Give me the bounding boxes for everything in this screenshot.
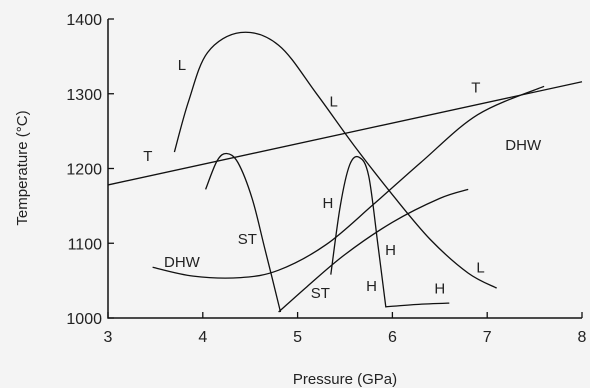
x-tick-label: 7 <box>483 329 492 346</box>
curve-label-t: T <box>471 79 480 96</box>
curve-label-t: T <box>143 148 152 165</box>
curve-h <box>330 155 450 308</box>
curve-label-l: L <box>329 93 337 110</box>
curve-label-h: H <box>366 278 377 295</box>
x-tick-label: 8 <box>578 329 587 346</box>
chart-curve-labels: T T L L L DHW DHW ST ST H H H H <box>143 57 542 302</box>
x-tick-label: 6 <box>388 329 397 346</box>
y-axis-label: Temperature (°C) <box>14 110 31 225</box>
curve-label-dhw: DHW <box>505 137 542 154</box>
curve-label-st: ST <box>311 285 330 302</box>
curve-label-h: H <box>323 195 334 212</box>
y-tick-label: 1300 <box>66 87 102 104</box>
x-tick-label: 4 <box>198 329 207 346</box>
chart-curves <box>107 31 583 313</box>
curve-dhw <box>152 85 545 279</box>
y-tick-label: 1200 <box>66 162 102 179</box>
y-tick-label: 1100 <box>68 236 103 253</box>
curve-label-l: L <box>476 259 484 276</box>
curve-label-h: H <box>434 280 445 297</box>
curve-label-st: ST <box>238 231 257 248</box>
curve-st <box>204 152 282 313</box>
curve-l <box>173 31 498 289</box>
x-tick-label: 5 <box>293 329 302 346</box>
x-tick-label: 3 <box>104 329 113 346</box>
curve-label-l: L <box>178 57 186 74</box>
curve-unlabeled <box>278 188 469 313</box>
y-tick-label: 1000 <box>66 311 102 328</box>
x-axis-label: Pressure (GPa) <box>293 371 397 388</box>
y-tick-label: 1400 <box>66 12 102 29</box>
curve-label-dhw: DHW <box>164 254 201 271</box>
chart-ticks: 3 4 5 6 7 8 1000 1100 1200 1300 1400 <box>66 12 586 346</box>
curve-label-h: H <box>385 242 396 259</box>
